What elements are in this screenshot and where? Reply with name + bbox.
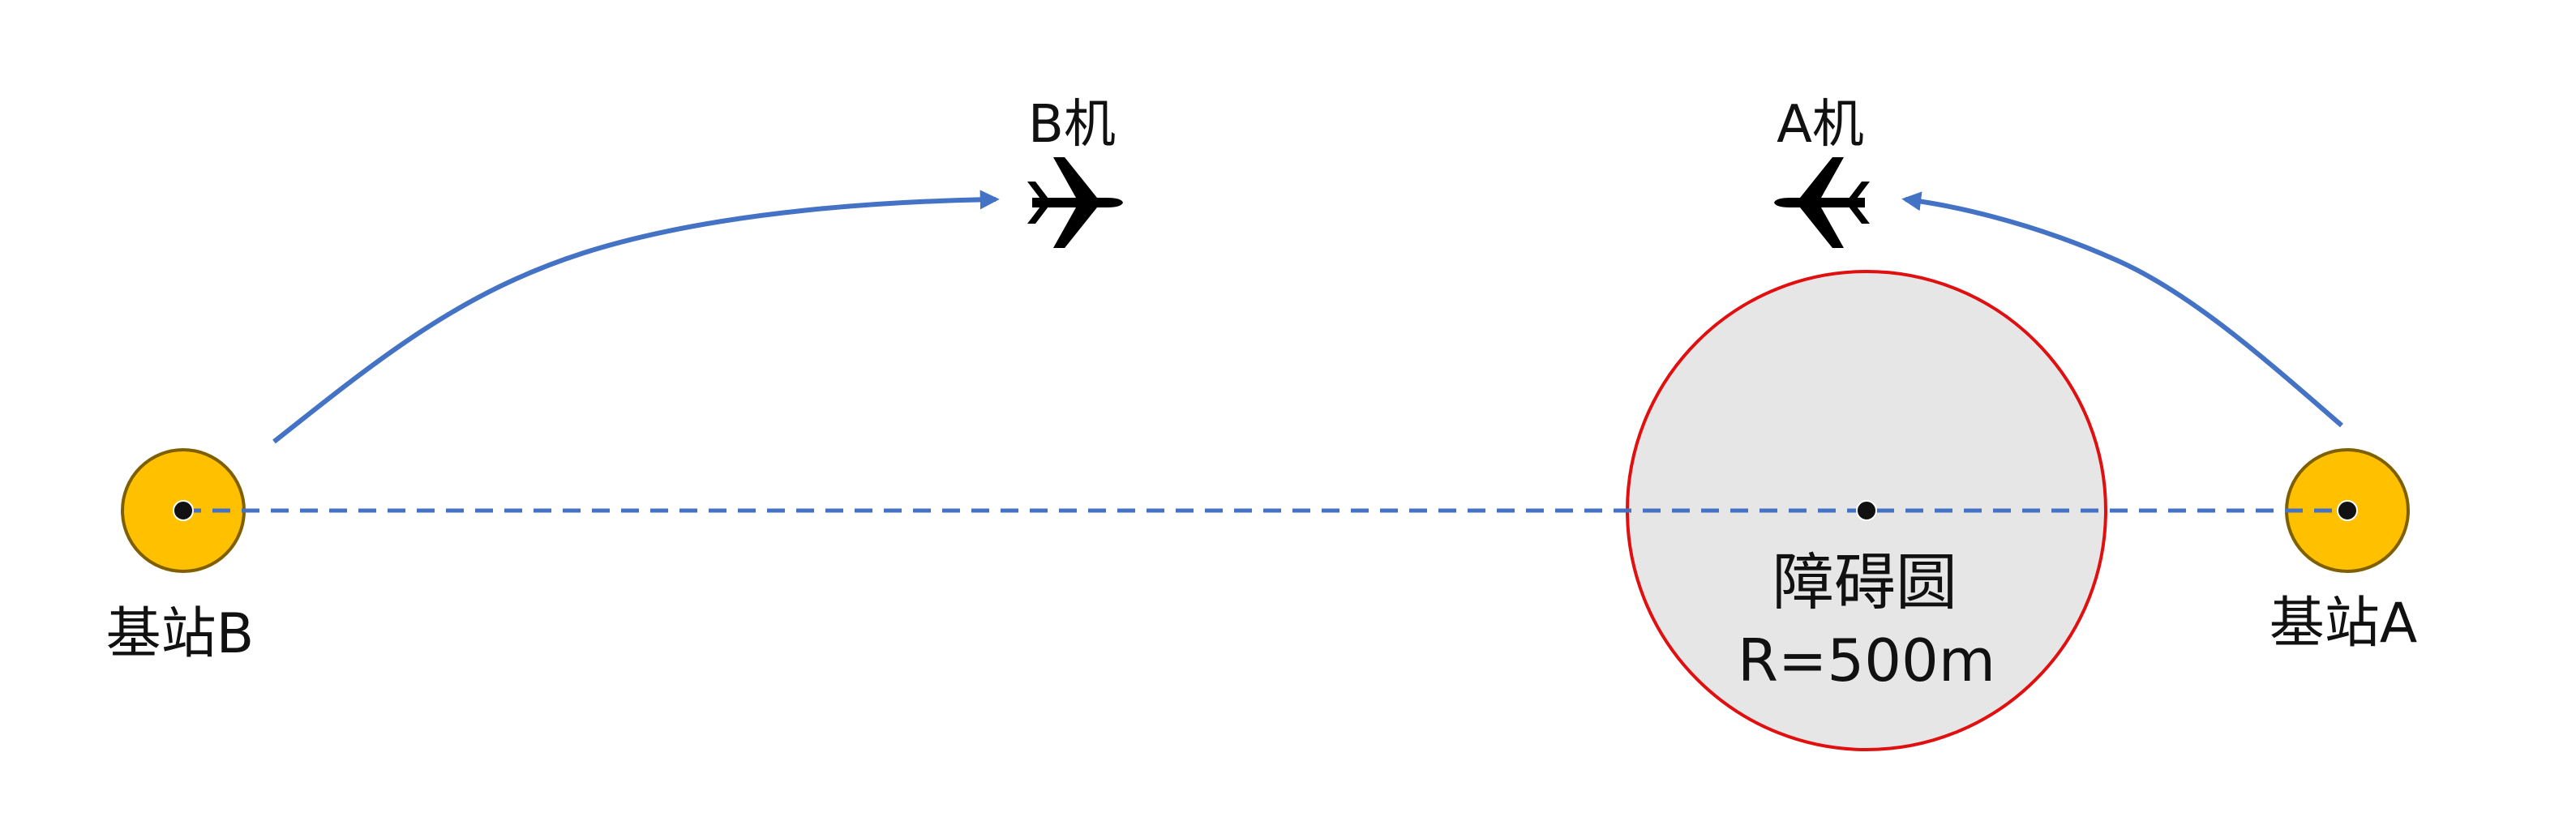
plane-a-label: A机 xyxy=(1777,95,1864,155)
path-b-arrow xyxy=(272,190,1000,444)
base-station-a-label: 基站A xyxy=(2270,592,2418,656)
obstacle-name-label: 障碍圆 xyxy=(1772,546,1957,618)
obstacle-center-dot xyxy=(1856,500,1877,521)
base-station-a-dot xyxy=(2337,500,2358,521)
plane-b-label: B机 xyxy=(1028,95,1116,155)
base-station-b-label: 基站B xyxy=(106,602,255,666)
plane-b-icon xyxy=(1027,157,1123,248)
obstacle-radius-label: R=500m xyxy=(1738,626,1995,695)
base-station-b-dot xyxy=(173,500,194,521)
plane-a-icon xyxy=(1774,157,1870,248)
path-a-arrow xyxy=(1901,191,2343,428)
